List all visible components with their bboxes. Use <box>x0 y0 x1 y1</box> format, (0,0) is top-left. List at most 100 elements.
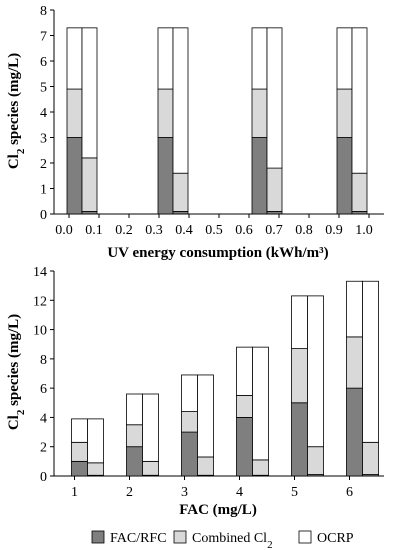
bottom-group-5-bar-1-fac-segment <box>291 402 308 477</box>
top-y-tick-label: 7 <box>40 30 47 45</box>
top-y-tick-label: 1 <box>40 183 47 198</box>
bottom-x-tick-label: 2 <box>126 485 133 500</box>
bottom-group-2-bar-2-combined-segment <box>142 460 159 476</box>
bottom-group-3-bar-1-ocrp-segment <box>181 374 198 412</box>
top-group-1-bar-1-combined-segment <box>66 88 83 138</box>
bottom-group-4-bar-2-combined-segment <box>252 459 269 476</box>
bottom-group-5-bar-1-combined-segment <box>291 348 308 404</box>
top-group-1-bar-1-ocrp-segment <box>66 27 83 90</box>
top-x-tick-label: 0.8 <box>295 223 313 238</box>
bottom-y-axis-title-sub: 2 <box>15 409 27 415</box>
legend-swatch-ocrp <box>298 530 312 544</box>
bottom-group-3-bar-2-combined-segment <box>197 456 214 476</box>
bottom-group-2-bar-1-ocrp-segment <box>126 393 143 426</box>
legend-label-combined-main: Combined Cl <box>192 531 267 546</box>
top-group-2-bar-1-fac-segment <box>157 137 174 215</box>
bottom-x-tick-labels: 1 2 3 4 5 6 <box>71 485 353 500</box>
bottom-group-6-bar-1-ocrp-segment <box>346 280 363 338</box>
top-group-4-bar-1-fac-segment <box>336 137 353 215</box>
bottom-group-3-bar-1-fac-segment <box>181 431 198 477</box>
bottom-group-2-bar-2-ocrp-segment <box>142 393 159 462</box>
top-y-axis-title-rest: species (mg/L) <box>6 53 22 149</box>
bottom-y-tick-label: 0 <box>40 470 47 485</box>
top-y-tick-labels: 0 1 2 3 4 5 6 7 8 <box>40 4 47 223</box>
bottom-y-axis-title-main: Cl <box>6 415 22 430</box>
bottom-group-4-bar-2-ocrp-segment <box>252 346 269 461</box>
top-group-2-bar-2-ocrp-segment <box>172 27 189 174</box>
bottom-group-2-bar-1-combined-segment <box>126 424 143 448</box>
bottom-y-tick-label: 6 <box>40 382 47 397</box>
legend-label-combined: Combined Cl2 <box>192 531 273 550</box>
bottom-x-tick-label: 3 <box>181 485 188 500</box>
top-group-4-bar-1-ocrp-segment <box>336 27 353 90</box>
bottom-group-5-bar-2-combined-segment <box>307 446 324 475</box>
bottom-y-tick-labels: 0 2 4 6 8 10 12 14 <box>33 265 47 485</box>
top-group-3-bar-1-ocrp-segment <box>251 27 268 90</box>
legend-swatch-fac <box>91 530 105 544</box>
bottom-group-5-bar-2-ocrp-segment <box>307 295 324 448</box>
legend-label-combined-sub: 2 <box>267 539 273 550</box>
top-group-4-bar-2-combined-segment <box>351 172 368 212</box>
bottom-group-6-bar-1-fac-segment <box>346 387 363 477</box>
bottom-y-tick-label: 12 <box>33 294 47 309</box>
bottom-group-1-bar-2-ocrp-segment <box>87 418 104 464</box>
legend-label-fac: FAC/RFC <box>110 531 167 546</box>
top-y-axis-title-sub: 2 <box>15 148 27 154</box>
top-x-tick-label: 0.6 <box>235 223 253 238</box>
top-y-tick-label: 4 <box>40 106 47 121</box>
bottom-group-3-bar-1-combined-segment <box>181 411 198 433</box>
top-x-tick-label: 0.5 <box>205 223 223 238</box>
top-chart-marks <box>50 9 384 218</box>
top-x-tick-label: 0.3 <box>145 223 163 238</box>
top-y-axis-title: Cl2 species (mg/L) <box>6 53 27 169</box>
bottom-y-tick-label: 4 <box>40 411 47 426</box>
top-group-1-bar-1-fac-segment <box>66 137 83 215</box>
top-y-axis-title-main: Cl <box>6 154 22 169</box>
top-group-3-bar-1-fac-segment <box>251 137 268 215</box>
top-group-1-bar-2-ocrp-segment <box>81 27 98 159</box>
legend: FAC/RFC Combined Cl2 OCRP <box>91 530 354 550</box>
bottom-y-tick-label: 14 <box>33 265 47 280</box>
bottom-y-tick-label: 10 <box>33 324 47 339</box>
legend-swatch-combined <box>173 530 187 544</box>
bottom-group-6-bar-2-combined-segment <box>362 441 379 475</box>
top-group-4-bar-1-combined-segment <box>336 88 353 138</box>
top-group-2-bar-1-combined-segment <box>157 88 174 138</box>
top-x-tick-label: 0.1 <box>85 223 103 238</box>
bottom-x-tick-label: 6 <box>346 485 353 500</box>
bottom-group-1-bar-2-combined-segment <box>87 462 104 476</box>
bottom-y-axis-title-rest: species (mg/L) <box>6 314 22 410</box>
top-x-tick-label: 1.0 <box>355 223 373 238</box>
top-group-2-bar-1-ocrp-segment <box>157 27 174 90</box>
top-chart: 0 1 2 3 4 5 6 7 8 0.0 0.1 0.2 0.3 0.4 0.5 0.6 0.7 0.8 0.9… <box>6 4 384 261</box>
bottom-x-axis-title: FAC (mg/L) <box>179 502 257 518</box>
bottom-group-2-bar-1-fac-segment <box>126 446 143 477</box>
top-y-tick-label: 8 <box>40 4 47 19</box>
top-y-tick-label: 3 <box>40 132 47 147</box>
top-y-tick-label: 5 <box>40 81 47 96</box>
bottom-group-6-bar-2-ocrp-segment <box>362 280 379 443</box>
top-group-4-bar-2-ocrp-segment <box>351 27 368 174</box>
bottom-group-4-bar-1-combined-segment <box>236 395 253 418</box>
top-x-tick-labels: 0.0 0.1 0.2 0.3 0.4 0.5 0.6 0.7 0.8 0.9 1.0 <box>55 223 373 238</box>
top-group-1-bar-2-combined-segment <box>81 157 98 212</box>
legend-label-ocrp: OCRP <box>317 531 354 546</box>
bottom-group-1-bar-1-ocrp-segment <box>71 418 88 443</box>
bottom-group-5-bar-1-ocrp-segment <box>291 295 308 350</box>
bottom-group-6-bar-1-combined-segment <box>346 336 363 389</box>
top-y-tick-label: 0 <box>40 208 47 223</box>
bottom-x-tick-label: 5 <box>291 485 298 500</box>
top-x-tick-label: 0.0 <box>55 223 73 238</box>
top-x-tick-label: 0.4 <box>175 223 193 238</box>
top-x-tick-label: 0.9 <box>325 223 343 238</box>
bottom-y-tick-label: 2 <box>40 441 47 456</box>
bottom-x-tick-label: 1 <box>71 485 78 500</box>
bottom-group-1-bar-1-fac-segment <box>71 460 88 477</box>
top-x-tick-label: 0.2 <box>115 223 133 238</box>
top-x-tick-label: 0.7 <box>265 223 283 238</box>
bottom-y-axis-title: Cl2 species (mg/L) <box>6 314 27 430</box>
top-x-axis-title: UV energy consumption (kWh/m³) <box>107 245 328 261</box>
top-y-tick-label: 2 <box>40 157 47 172</box>
bottom-group-3-bar-2-ocrp-segment <box>197 374 214 458</box>
